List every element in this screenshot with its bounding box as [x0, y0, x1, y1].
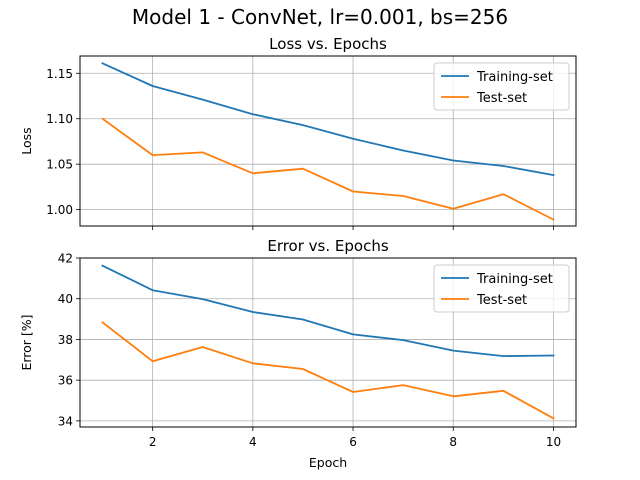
loss-axes-frame [79, 55, 577, 227]
figure-suptitle: Model 1 - ConvNet, lr=0.001, bs=256 [132, 5, 508, 29]
loss-legend-label-test-set: Test-set [476, 91, 527, 106]
error-ylabel: Error [%] [19, 314, 34, 370]
loss-series-test-set [101, 117, 555, 221]
error-xtick-label-2: 6 [349, 435, 357, 449]
error-axes-frame [79, 257, 577, 428]
error-legend-box [433, 264, 570, 313]
error-ytick-label-3: 40 [58, 292, 73, 306]
loss-series-training-set [101, 62, 555, 177]
loss-legend-label-training-set: Training-set [476, 70, 553, 85]
error-legend: Training-set Test-set [433, 264, 570, 313]
loss-title: Loss vs. Epochs [269, 35, 387, 53]
error-xtick-label-1: 4 [249, 435, 257, 449]
loss-ytick-label-3: 1.15 [46, 67, 73, 81]
error-legend-label-training-set: Training-set [476, 272, 553, 287]
error-xtick-label-0: 2 [149, 435, 157, 449]
error-series-training-set [101, 264, 555, 358]
error-ytick-label-0: 34 [58, 414, 73, 428]
error-xlabel: Epoch [309, 455, 347, 470]
error-ytick-label-1: 36 [58, 374, 73, 388]
error-xtick-label-4: 10 [546, 435, 561, 449]
error-xtick-label-3: 8 [449, 435, 457, 449]
loss-ytick-label-2: 1.10 [46, 112, 73, 126]
loss-ylabel: Loss [19, 127, 34, 154]
loss-legend-box [433, 62, 570, 111]
error-legend-label-test-set: Test-set [476, 293, 527, 308]
error-ytick-label-2: 38 [58, 333, 73, 347]
loss-ytick-label-0: 1.00 [46, 203, 73, 217]
error-title: Error vs. Epochs [267, 237, 388, 255]
error-ytick-label-4: 42 [58, 252, 73, 266]
error-plot: 2 4 6 8 10 34 36 38 40 42 Error vs. Epochs Error [%… [19, 237, 577, 470]
loss-ytick-label-1: 1.05 [46, 158, 73, 172]
loss-plot: 1.00 1.05 1.10 1.15 Loss vs. Epochs Loss Train… [19, 35, 577, 230]
error-series-test-set [101, 321, 555, 420]
loss-legend: Training-set Test-set [433, 62, 570, 111]
